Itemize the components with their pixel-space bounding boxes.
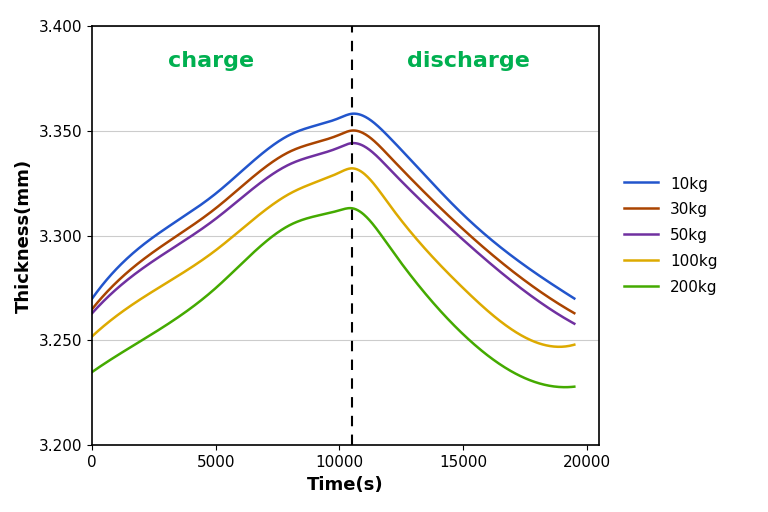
10kg	[88, 295, 97, 302]
100kg	[316, 177, 326, 183]
30kg	[316, 138, 326, 144]
30kg	[376, 143, 385, 150]
30kg	[484, 248, 493, 254]
10kg	[319, 120, 329, 126]
30kg	[349, 127, 358, 134]
100kg	[570, 342, 579, 348]
100kg	[88, 333, 97, 339]
10kg	[376, 125, 385, 131]
Line: 30kg: 30kg	[92, 131, 574, 313]
200kg	[570, 383, 579, 390]
200kg	[376, 230, 385, 237]
Line: 50kg: 50kg	[92, 143, 574, 324]
100kg	[560, 344, 569, 350]
Text: discharge: discharge	[406, 51, 529, 71]
100kg	[349, 165, 359, 172]
50kg	[376, 156, 385, 162]
Line: 10kg: 10kg	[92, 114, 574, 298]
Y-axis label: Thickness(mm): Thickness(mm)	[15, 158, 33, 313]
30kg	[319, 137, 329, 143]
10kg	[349, 111, 359, 117]
10kg	[559, 289, 568, 295]
50kg	[88, 310, 97, 316]
30kg	[559, 304, 568, 310]
Legend: 10kg, 30kg, 50kg, 100kg, 200kg: 10kg, 30kg, 50kg, 100kg, 200kg	[617, 169, 726, 302]
10kg	[349, 111, 358, 117]
30kg	[88, 306, 97, 312]
50kg	[559, 314, 568, 321]
50kg	[349, 140, 358, 146]
50kg	[349, 140, 359, 146]
200kg	[559, 384, 568, 390]
Line: 100kg: 100kg	[92, 168, 574, 347]
200kg	[346, 205, 355, 211]
100kg	[484, 308, 493, 314]
X-axis label: Time(s): Time(s)	[307, 476, 384, 494]
10kg	[316, 121, 326, 127]
10kg	[570, 295, 579, 302]
200kg	[484, 353, 493, 359]
10kg	[484, 234, 493, 240]
200kg	[88, 369, 97, 375]
30kg	[349, 127, 359, 134]
50kg	[484, 259, 493, 265]
100kg	[554, 344, 564, 350]
Line: 200kg: 200kg	[92, 208, 574, 387]
200kg	[316, 212, 326, 218]
200kg	[560, 384, 569, 390]
100kg	[347, 165, 356, 172]
50kg	[319, 150, 329, 156]
200kg	[349, 206, 359, 212]
200kg	[319, 211, 329, 217]
50kg	[570, 321, 579, 327]
100kg	[376, 189, 385, 195]
50kg	[316, 151, 326, 157]
30kg	[570, 310, 579, 316]
Text: charge: charge	[167, 51, 254, 71]
100kg	[319, 176, 329, 182]
